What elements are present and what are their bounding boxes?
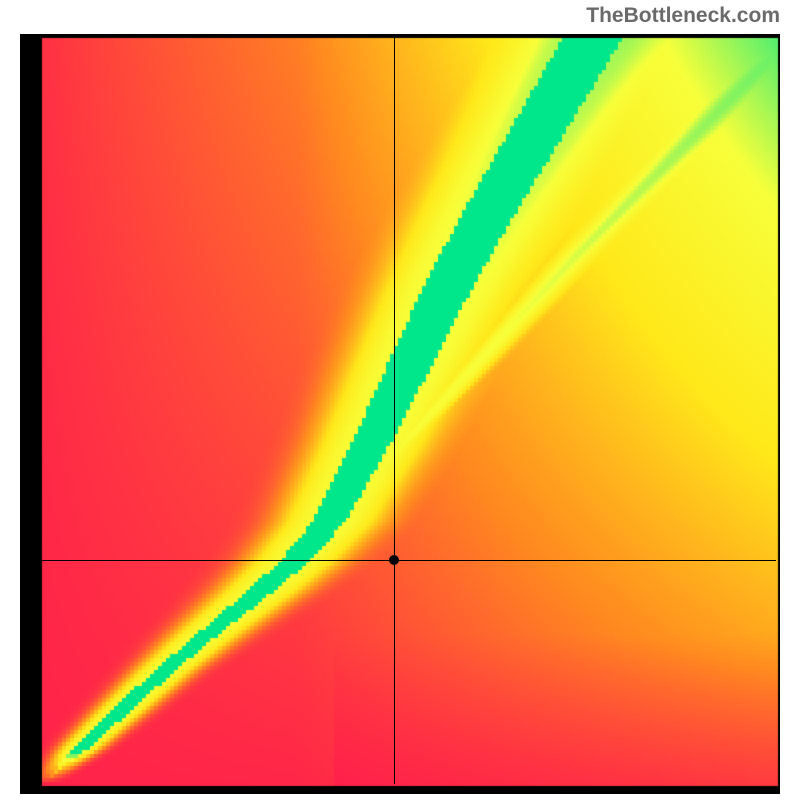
plot-area bbox=[20, 34, 780, 794]
attribution-label: TheBottleneck.com bbox=[586, 4, 780, 28]
heatmap-canvas bbox=[20, 34, 780, 794]
chart-container: TheBottleneck.com bbox=[0, 0, 800, 800]
